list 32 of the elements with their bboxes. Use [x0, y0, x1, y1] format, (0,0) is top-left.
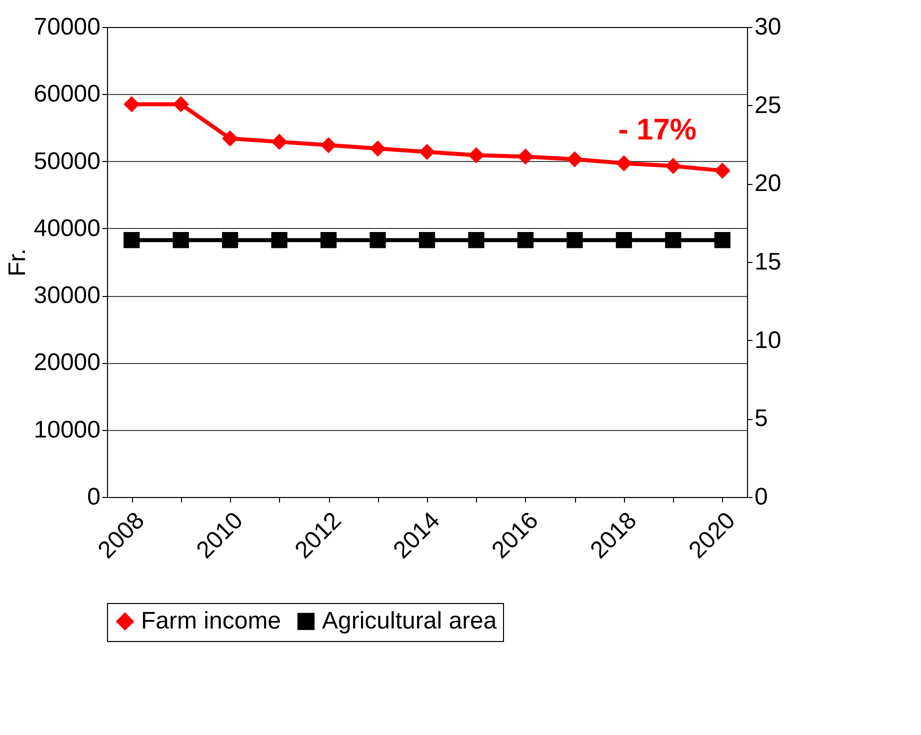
y2-tick-label: 25 [754, 92, 782, 119]
y2-tick-label: 10 [754, 326, 782, 354]
point [370, 140, 386, 157]
point [616, 155, 632, 172]
annotation: - 17% [618, 113, 697, 146]
point [418, 144, 436, 160]
point [172, 96, 189, 112]
legend-label: Agricultural area [322, 607, 498, 634]
point [124, 96, 140, 112]
y-tick-label: 30000 [34, 282, 100, 310]
point [566, 151, 583, 168]
y2-tick-label: 0 [754, 484, 768, 510]
y-tick-label: 0 [87, 484, 100, 510]
point [222, 130, 238, 147]
y2-tick-label: 30 [754, 14, 782, 40]
point [665, 158, 682, 174]
legend-label: Farm income [141, 607, 282, 634]
y-tick-label: 70000 [34, 14, 100, 40]
y-tick-label: 20000 [34, 349, 100, 376]
y2-tick-label: 15 [754, 248, 782, 276]
point [714, 162, 730, 179]
y2-tick-label: 5 [754, 405, 768, 432]
point [468, 147, 484, 164]
y2-tick-label: 20 [754, 170, 782, 198]
point [320, 137, 337, 154]
point [271, 134, 288, 150]
y-axis-title: Fr. [4, 248, 31, 276]
y-tick-label: 60000 [34, 80, 100, 108]
y-tick-label: 40000 [34, 214, 100, 242]
y-tick-label: 50000 [34, 148, 100, 175]
point [517, 148, 534, 165]
y-tick-label: 10000 [34, 416, 100, 444]
